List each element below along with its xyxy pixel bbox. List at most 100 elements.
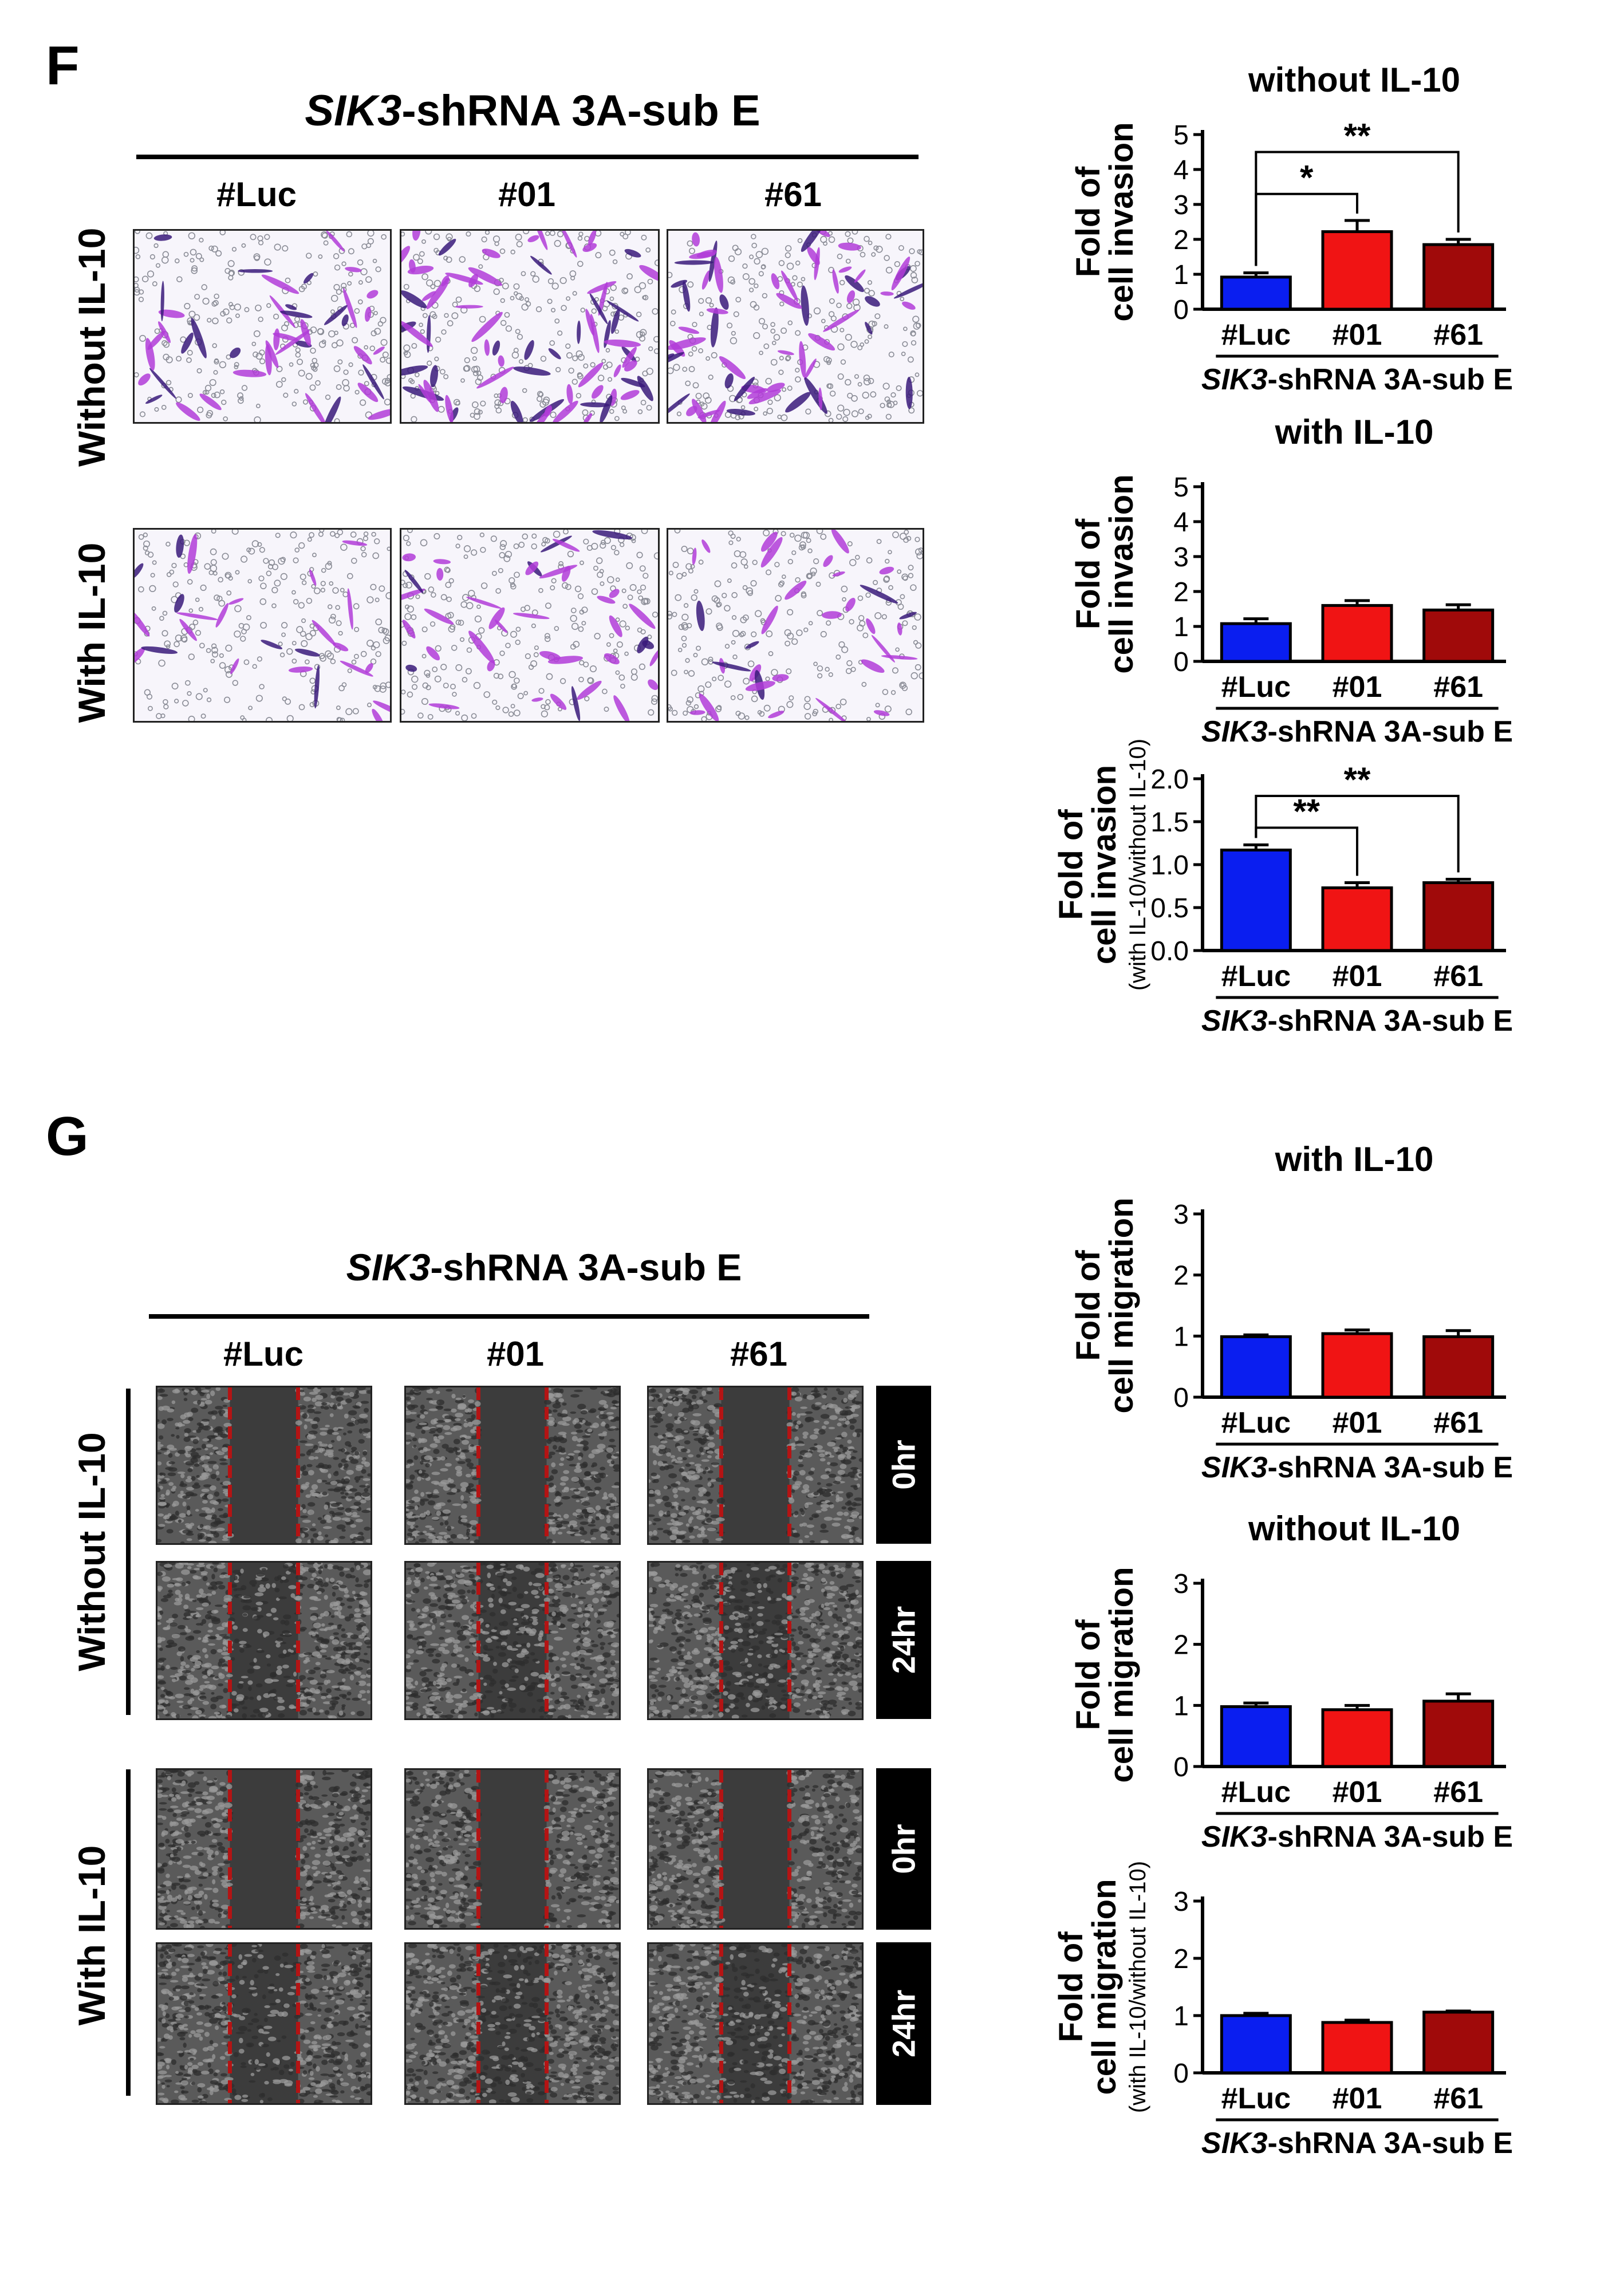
membrane-pore (387, 546, 390, 551)
migrated-cell (837, 1497, 843, 1501)
migrated-cell (591, 1449, 601, 1454)
membrane-pore (581, 621, 586, 626)
migrated-cell (500, 1686, 506, 1689)
migrated-cell (684, 1430, 689, 1433)
migrated-cell (363, 1407, 369, 1413)
membrane-pore (330, 659, 336, 664)
migrated-cell (406, 1539, 408, 1543)
membrane-pore (452, 692, 457, 697)
migrated-cell (329, 1700, 339, 1705)
migrated-cell (184, 1389, 190, 1393)
migrated-cell (188, 1530, 193, 1533)
migrated-cell (835, 1452, 841, 1455)
migrated-cell (308, 1430, 318, 1435)
migrated-cell (333, 1472, 339, 1476)
membrane-pore (164, 640, 171, 648)
invaded-cell (668, 393, 690, 419)
migrated-cell (471, 1589, 476, 1595)
migrated-cell (157, 1700, 165, 1704)
migrated-cell (598, 1433, 607, 1437)
migrated-cell (180, 1541, 185, 1543)
membrane-pore (754, 283, 759, 289)
migrated-cell (858, 1473, 862, 1477)
migrated-cell (858, 1515, 862, 1519)
membrane-pore (728, 255, 735, 262)
invaded-cell (761, 605, 778, 634)
membrane-pore (309, 532, 315, 538)
membrane-pore (200, 584, 207, 591)
membrane-pore (411, 675, 419, 683)
membrane-pore (354, 626, 360, 632)
migrated-cell (561, 1496, 570, 1500)
migrated-cell (161, 1479, 167, 1482)
migrated-cell (420, 1404, 425, 1410)
membrane-pore (241, 555, 248, 563)
migrated-cell (447, 1499, 452, 1503)
membrane-pore (908, 573, 914, 578)
invaded-cell (499, 387, 508, 404)
invaded-cell (771, 273, 780, 290)
migrated-cell (198, 1539, 206, 1542)
invaded-cell (719, 294, 729, 310)
migrated-cell (219, 1705, 227, 1709)
migrated-cell (432, 1457, 438, 1460)
membrane-pore (279, 652, 285, 658)
membrane-pore (571, 378, 578, 385)
migrated-cell (837, 1422, 842, 1427)
migrated-cell (607, 1428, 615, 1432)
migrated-cell (307, 1387, 315, 1390)
migrated-cell (468, 1672, 474, 1676)
migration-image-without-61-0hr (647, 1386, 864, 1545)
migrated-cell (341, 1496, 346, 1499)
membrane-pore (302, 399, 309, 405)
migrated-cell (202, 1438, 210, 1442)
membrane-pore (273, 313, 279, 320)
migrated-cell (211, 1574, 215, 1580)
membrane-pore (737, 693, 744, 700)
migrated-cell (253, 1665, 261, 1670)
migrated-cell (318, 1616, 322, 1619)
migrated-cell (303, 1397, 312, 1402)
migrated-cell (241, 1675, 249, 1678)
migrated-cell (557, 1421, 567, 1425)
membrane-pore (826, 620, 831, 626)
membrane-pore (462, 677, 468, 683)
migrated-cell (249, 1662, 255, 1666)
migrated-cell (683, 1539, 691, 1543)
membrane-pore (463, 545, 471, 553)
migrated-cell (340, 1492, 345, 1495)
membrane-pore (357, 299, 363, 305)
migrated-cell (409, 1474, 415, 1480)
membrane-pore (574, 585, 582, 593)
migrated-cell (419, 1470, 423, 1474)
membrane-pore (530, 271, 536, 277)
membrane-pore (285, 277, 291, 283)
migrated-cell (837, 1390, 845, 1395)
membrane-pore (197, 407, 204, 413)
migrated-cell (213, 1567, 218, 1572)
migrated-cell (159, 1497, 165, 1500)
membrane-pore (610, 545, 617, 550)
migrated-cell (705, 1391, 714, 1395)
membrane-pore (692, 382, 699, 389)
membrane-pore (135, 231, 141, 234)
membrane-pore (480, 547, 486, 553)
migrated-cell (849, 1539, 854, 1543)
migrated-cell (521, 1621, 530, 1626)
migrated-cell (192, 1691, 199, 1696)
membrane-pore (609, 296, 614, 301)
membrane-pore (731, 640, 736, 645)
membrane-pore (522, 533, 529, 540)
membrane-pore (837, 253, 843, 259)
migrated-cell (362, 1608, 369, 1611)
migrated-cell (352, 1697, 360, 1701)
membrane-pore (503, 555, 511, 562)
migrated-cell (187, 1510, 191, 1516)
membrane-pore (153, 243, 159, 249)
membrane-pore (607, 576, 614, 583)
migrated-cell (222, 1535, 228, 1540)
invaded-cell (580, 402, 610, 408)
membrane-pore (268, 559, 275, 566)
migrated-cell (805, 1411, 813, 1414)
membrane-pore (135, 372, 139, 378)
